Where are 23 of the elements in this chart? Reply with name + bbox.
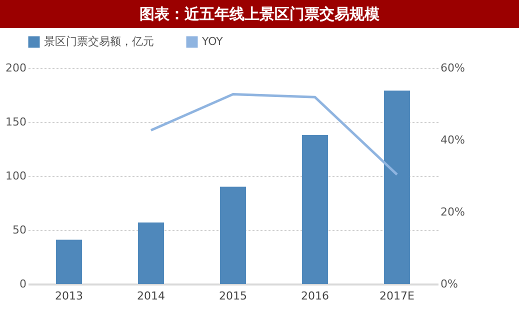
y-tick-label: 0 bbox=[20, 278, 26, 290]
x-tick-label: 2015 bbox=[219, 290, 247, 302]
bar bbox=[302, 134, 328, 284]
bar bbox=[56, 240, 82, 284]
x-tick-label: 2013 bbox=[55, 290, 83, 302]
legend-label: 景区门票交易额，亿元 bbox=[44, 35, 154, 48]
x-tick-label: 2016 bbox=[301, 290, 329, 302]
y-tick-label: 100 bbox=[6, 170, 26, 182]
x-tick-label: 2014 bbox=[137, 290, 165, 302]
line-series bbox=[150, 93, 398, 176]
y-tick-label: 200 bbox=[6, 62, 26, 74]
bar bbox=[220, 186, 246, 284]
legend-label: YOY bbox=[201, 35, 224, 48]
bar bbox=[384, 90, 410, 284]
chart-title: 图表：近五年线上景区门票交易规模 bbox=[0, 0, 519, 28]
y-tick-label: 50 bbox=[12, 224, 26, 236]
bar bbox=[138, 222, 164, 284]
y2-tick-label: 20% bbox=[440, 206, 465, 218]
y2-tick-label: 0% bbox=[440, 278, 458, 290]
y2-tick-label: 60% bbox=[440, 62, 465, 74]
y2-tick-label: 40% bbox=[440, 134, 465, 146]
y-tick-label: 150 bbox=[6, 116, 26, 128]
x-tick-label: 2017E bbox=[380, 290, 415, 302]
